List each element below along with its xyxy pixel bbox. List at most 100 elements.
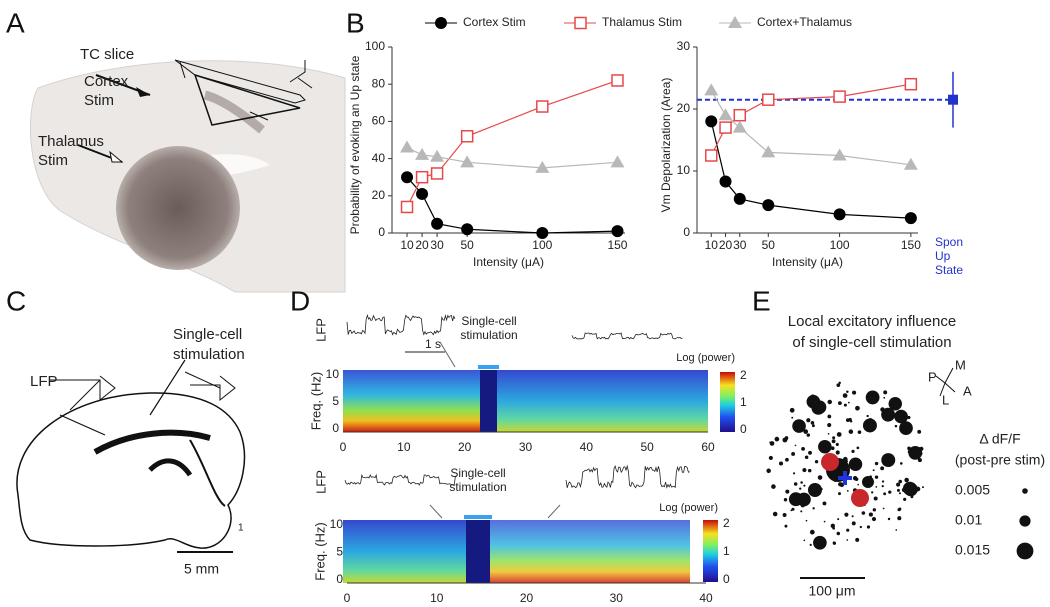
cell-dot — [861, 511, 866, 515]
cell-dot — [855, 405, 860, 411]
cell-dot — [847, 401, 850, 404]
cell-dot — [846, 490, 849, 492]
spectrogram-top — [343, 341, 735, 432]
cell-dot — [785, 437, 788, 440]
corner-mark: 1 — [238, 523, 244, 534]
cell-dot — [838, 492, 841, 496]
y-axis-label: Probability of evoking an Up state — [348, 55, 362, 234]
x-tick-label: 20 — [458, 440, 472, 454]
legend-subtitle: (post-pre stim) — [955, 452, 1045, 468]
cell-dot — [848, 429, 854, 434]
cell-dot — [887, 517, 891, 521]
reference-label: Spon — [935, 235, 963, 249]
cell-dot — [807, 468, 812, 473]
cell-dot — [898, 479, 903, 484]
cell-dot — [907, 449, 912, 454]
cell-dot — [792, 472, 796, 475]
legend-label: Cortex Stim — [463, 15, 526, 29]
cell-dot — [810, 394, 816, 400]
y-tick-label: 20 — [677, 101, 691, 115]
panel-label: D — [290, 285, 310, 316]
data-point — [416, 187, 429, 200]
time-scale-label: 1 s — [425, 337, 441, 351]
data-point — [460, 130, 474, 143]
cell-dot — [872, 469, 875, 472]
cell-dot — [866, 414, 869, 418]
legend-marker — [728, 16, 742, 28]
cell-dot — [881, 453, 896, 468]
lfp-label: LFP — [313, 470, 328, 494]
cell-dot — [802, 468, 807, 473]
cell-dot — [836, 432, 842, 437]
y-tick-label: 10 — [330, 517, 344, 531]
cell-dot — [766, 468, 771, 474]
cell-dot — [908, 445, 923, 460]
stim-label: stimulation — [173, 346, 245, 363]
y-tick-label: 10 — [326, 367, 340, 381]
data-point — [904, 212, 917, 225]
cell-dot — [842, 393, 848, 398]
legend-marker — [435, 17, 447, 29]
cell-dot — [808, 399, 813, 405]
cell-dot — [873, 496, 878, 501]
size-legend-label: 0.015 — [955, 542, 990, 558]
size-legend-label: 0.01 — [955, 512, 982, 528]
data-point — [718, 108, 733, 121]
stim-label: stimulation — [460, 328, 517, 342]
cell-dot — [794, 444, 797, 447]
cell-dot — [811, 424, 815, 428]
stim-label: Single-cell — [450, 466, 505, 480]
cell-dot — [806, 433, 811, 437]
cell-dot — [851, 449, 855, 453]
cell-dot — [782, 513, 787, 517]
y-tick-label: 40 — [372, 151, 386, 165]
colorbar-tick-label: 1 — [740, 395, 747, 409]
cell-dot — [806, 394, 821, 409]
lfp-trace — [565, 464, 690, 489]
y-axis-label: Freq. (Hz) — [308, 372, 323, 431]
cell-dot — [907, 415, 911, 420]
cell-dot — [794, 424, 799, 430]
data-point — [833, 208, 846, 221]
cell-dot — [895, 529, 898, 531]
stim-label: stimulation — [449, 480, 506, 494]
y-tick-label: 100 — [365, 39, 385, 53]
x-tick-label: 100 — [830, 238, 850, 252]
x-axis-label: Intensity (μA) — [473, 255, 544, 269]
legend-marker — [574, 16, 587, 30]
cell-dot — [872, 508, 877, 512]
slice-drawing — [30, 59, 346, 293]
x-tick-label: 30 — [610, 591, 624, 605]
cell-dot — [918, 446, 920, 449]
cell-dot — [855, 537, 860, 542]
map-scale-label: 100 μm — [809, 583, 856, 599]
cell-dot — [875, 486, 878, 488]
cell-dot — [882, 507, 885, 510]
cell-dot — [785, 489, 790, 494]
x-tick-label: 40 — [699, 591, 713, 605]
guide-lines — [429, 504, 561, 519]
cell-dot — [888, 396, 902, 411]
reference-label: Up — [935, 249, 951, 263]
reference-label: State — [935, 263, 963, 277]
size-legend-marker — [1016, 542, 1034, 560]
cortex-label: Stim — [84, 92, 114, 109]
cell-dot — [898, 507, 902, 511]
y-axis-label: Vm Depolarization (Area) — [659, 78, 673, 213]
cell-dot — [827, 433, 830, 435]
compass-arrows — [935, 367, 956, 397]
cell-dot — [871, 517, 877, 522]
cell-dot — [859, 525, 862, 529]
spectrogram-bottom — [343, 515, 718, 583]
cell-dot — [832, 526, 836, 530]
compass-label: P — [928, 369, 937, 384]
lfp-label: LFP — [30, 373, 58, 390]
x-tick-label: 30 — [733, 238, 747, 252]
data-point — [732, 120, 747, 133]
colorbar-tick-label: 0 — [723, 572, 730, 586]
cell-dot — [881, 480, 885, 483]
legend-title: Δ dF/F — [979, 431, 1020, 447]
panel-label: B — [346, 7, 365, 38]
cell-dot — [817, 475, 823, 480]
